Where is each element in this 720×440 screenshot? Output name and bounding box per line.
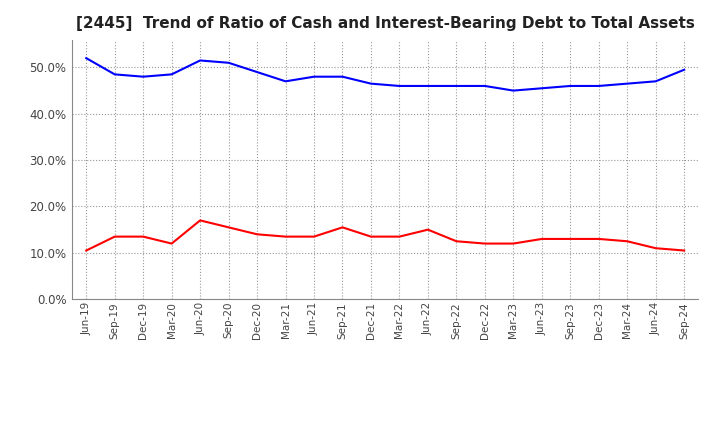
Interest-Bearing Debt xyxy=(139,74,148,79)
Interest-Bearing Debt xyxy=(509,88,518,93)
Interest-Bearing Debt xyxy=(282,79,290,84)
Line: Cash: Cash xyxy=(86,220,684,250)
Cash xyxy=(652,246,660,251)
Interest-Bearing Debt xyxy=(167,72,176,77)
Cash xyxy=(452,238,461,244)
Cash xyxy=(253,231,261,237)
Cash xyxy=(82,248,91,253)
Cash xyxy=(480,241,489,246)
Interest-Bearing Debt xyxy=(82,55,91,61)
Interest-Bearing Debt xyxy=(196,58,204,63)
Interest-Bearing Debt xyxy=(480,83,489,88)
Interest-Bearing Debt xyxy=(310,74,318,79)
Cash xyxy=(423,227,432,232)
Cash xyxy=(110,234,119,239)
Interest-Bearing Debt xyxy=(595,83,603,88)
Interest-Bearing Debt xyxy=(395,83,404,88)
Cash xyxy=(196,218,204,223)
Interest-Bearing Debt xyxy=(253,70,261,75)
Cash xyxy=(310,234,318,239)
Cash xyxy=(338,225,347,230)
Cash xyxy=(680,248,688,253)
Cash xyxy=(566,236,575,242)
Interest-Bearing Debt xyxy=(537,86,546,91)
Interest-Bearing Debt xyxy=(452,83,461,88)
Interest-Bearing Debt xyxy=(566,83,575,88)
Cash xyxy=(509,241,518,246)
Cash xyxy=(167,241,176,246)
Cash xyxy=(395,234,404,239)
Cash xyxy=(595,236,603,242)
Cash xyxy=(366,234,375,239)
Interest-Bearing Debt xyxy=(423,83,432,88)
Cash xyxy=(282,234,290,239)
Interest-Bearing Debt xyxy=(366,81,375,86)
Cash xyxy=(225,225,233,230)
Interest-Bearing Debt xyxy=(680,67,688,72)
Title: [2445]  Trend of Ratio of Cash and Interest-Bearing Debt to Total Assets: [2445] Trend of Ratio of Cash and Intere… xyxy=(76,16,695,32)
Cash xyxy=(139,234,148,239)
Interest-Bearing Debt xyxy=(225,60,233,66)
Interest-Bearing Debt xyxy=(338,74,347,79)
Interest-Bearing Debt xyxy=(110,72,119,77)
Line: Interest-Bearing Debt: Interest-Bearing Debt xyxy=(86,58,684,91)
Cash xyxy=(537,236,546,242)
Cash xyxy=(623,238,631,244)
Interest-Bearing Debt xyxy=(652,79,660,84)
Interest-Bearing Debt xyxy=(623,81,631,86)
